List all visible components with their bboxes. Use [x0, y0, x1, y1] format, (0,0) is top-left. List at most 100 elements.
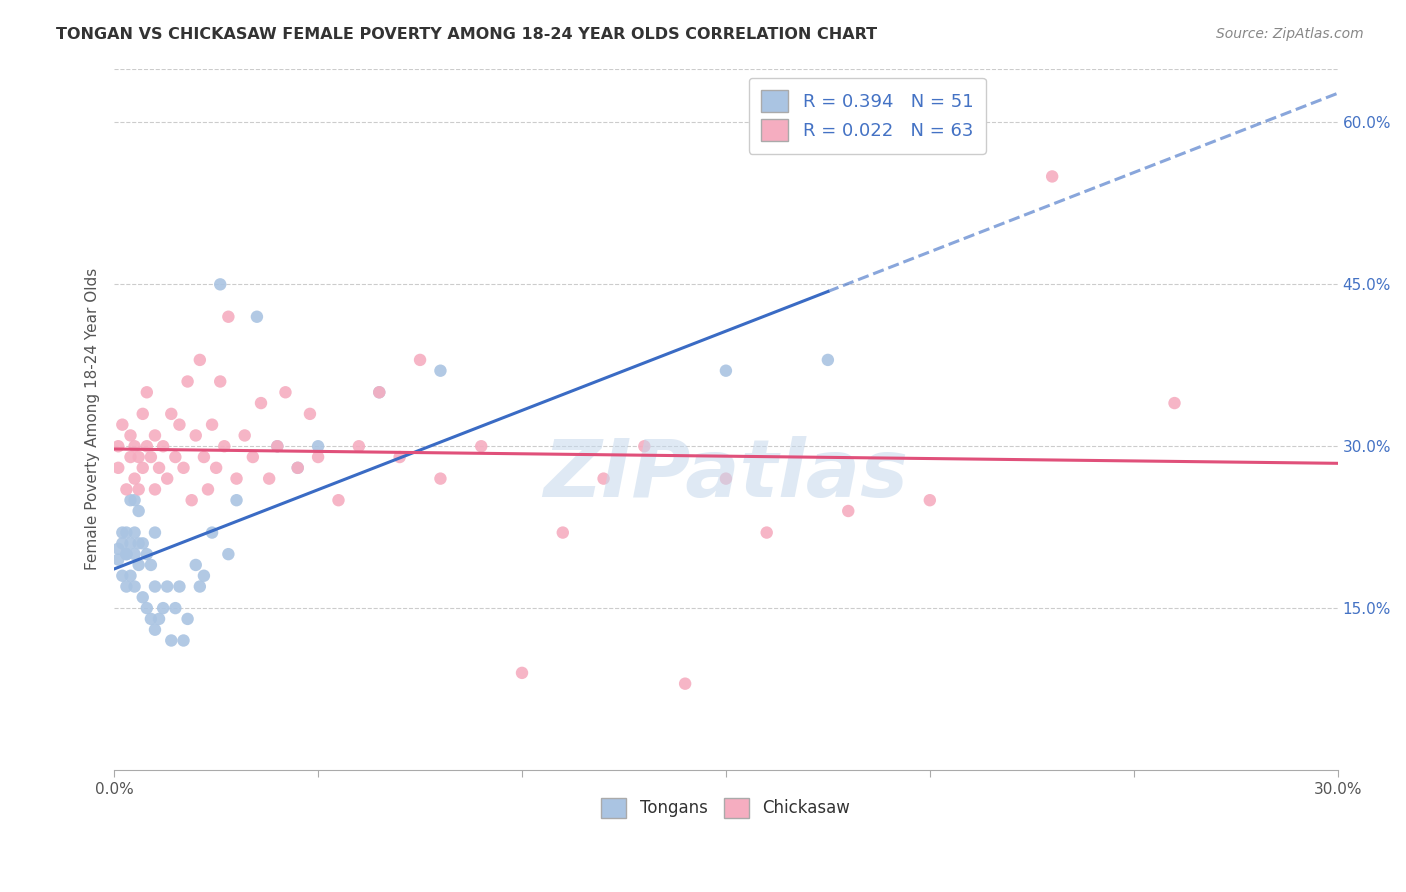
- Point: [135, 439, 157, 453]
- Point: [132, 460, 155, 475]
- Point: [143, 580, 166, 594]
- Point: [209, 375, 232, 389]
- Point: [368, 385, 391, 400]
- Point: [225, 493, 247, 508]
- Point: [115, 580, 138, 594]
- Point: [143, 483, 166, 497]
- Point: [368, 385, 391, 400]
- Point: [298, 407, 321, 421]
- Point: [673, 676, 696, 690]
- Point: [135, 547, 157, 561]
- Point: [214, 439, 236, 453]
- Point: [135, 385, 157, 400]
- Point: [201, 525, 224, 540]
- Point: [246, 310, 269, 324]
- Point: [107, 439, 129, 453]
- Point: [165, 450, 187, 464]
- Point: [347, 439, 370, 453]
- Point: [1040, 169, 1063, 184]
- Point: [152, 439, 174, 453]
- Legend: Tongans, Chickasaw: Tongans, Chickasaw: [595, 791, 858, 825]
- Point: [132, 591, 155, 605]
- Point: [115, 483, 138, 497]
- Y-axis label: Female Poverty Among 18-24 Year Olds: Female Poverty Among 18-24 Year Olds: [86, 268, 100, 570]
- Point: [115, 547, 138, 561]
- Point: [111, 536, 134, 550]
- Point: [107, 460, 129, 475]
- Point: [184, 428, 207, 442]
- Point: [714, 472, 737, 486]
- Point: [918, 493, 941, 508]
- Point: [135, 601, 157, 615]
- Point: [287, 460, 309, 475]
- Point: [169, 580, 191, 594]
- Point: [156, 472, 179, 486]
- Point: [217, 310, 239, 324]
- Point: [328, 493, 350, 508]
- Point: [120, 450, 142, 464]
- Point: [111, 525, 134, 540]
- Point: [111, 417, 134, 432]
- Point: [120, 568, 142, 582]
- Point: [115, 525, 138, 540]
- Point: [128, 558, 150, 572]
- Point: [143, 623, 166, 637]
- Point: [139, 450, 162, 464]
- Point: [266, 439, 288, 453]
- Point: [755, 525, 778, 540]
- Point: [409, 352, 432, 367]
- Point: [184, 558, 207, 572]
- Point: [124, 472, 146, 486]
- Point: [180, 493, 202, 508]
- Point: [107, 552, 129, 566]
- Point: [205, 460, 228, 475]
- Point: [152, 601, 174, 615]
- Point: [120, 536, 142, 550]
- Point: [124, 547, 146, 561]
- Point: [120, 493, 142, 508]
- Point: [128, 483, 150, 497]
- Point: [139, 612, 162, 626]
- Point: [633, 439, 655, 453]
- Point: [188, 352, 211, 367]
- Point: [193, 450, 215, 464]
- Point: [388, 450, 411, 464]
- Point: [176, 375, 198, 389]
- Point: [225, 472, 247, 486]
- Point: [156, 580, 179, 594]
- Point: [201, 417, 224, 432]
- Text: TONGAN VS CHICKASAW FEMALE POVERTY AMONG 18-24 YEAR OLDS CORRELATION CHART: TONGAN VS CHICKASAW FEMALE POVERTY AMONG…: [56, 27, 877, 42]
- Point: [107, 541, 129, 556]
- Point: [132, 407, 155, 421]
- Point: [111, 568, 134, 582]
- Point: [188, 580, 211, 594]
- Text: Source: ZipAtlas.com: Source: ZipAtlas.com: [1216, 27, 1364, 41]
- Point: [250, 396, 273, 410]
- Point: [193, 568, 215, 582]
- Point: [197, 483, 219, 497]
- Point: [139, 558, 162, 572]
- Point: [176, 612, 198, 626]
- Point: [429, 472, 451, 486]
- Point: [128, 504, 150, 518]
- Point: [592, 472, 614, 486]
- Point: [551, 525, 574, 540]
- Point: [128, 536, 150, 550]
- Point: [242, 450, 264, 464]
- Point: [124, 525, 146, 540]
- Point: [837, 504, 859, 518]
- Point: [148, 612, 170, 626]
- Point: [148, 460, 170, 475]
- Point: [274, 385, 297, 400]
- Point: [169, 417, 191, 432]
- Point: [143, 428, 166, 442]
- Point: [257, 472, 280, 486]
- Point: [714, 364, 737, 378]
- Point: [124, 439, 146, 453]
- Point: [173, 460, 195, 475]
- Point: [470, 439, 492, 453]
- Point: [115, 547, 138, 561]
- Point: [429, 364, 451, 378]
- Point: [817, 352, 839, 367]
- Point: [124, 580, 146, 594]
